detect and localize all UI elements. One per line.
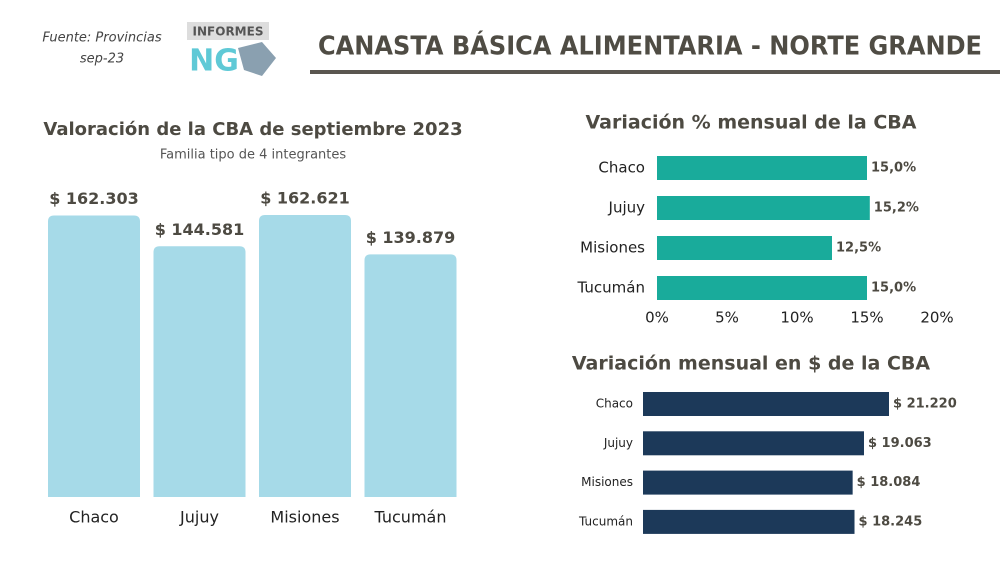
- bar: [657, 236, 832, 260]
- value-label: 15,2%: [874, 201, 919, 216]
- page-title: CANASTA BÁSICA ALIMENTARIA - NORTE GRAND…: [318, 30, 982, 62]
- bar: [364, 254, 457, 497]
- category-label: Tucumán: [577, 279, 645, 297]
- category-label: Misiones: [581, 475, 633, 489]
- value-label: $ 18.245: [859, 514, 923, 529]
- value-label: $ 144.581: [155, 220, 245, 239]
- bar: [153, 246, 246, 497]
- bar: [643, 431, 864, 456]
- category-label: Jujuy: [608, 199, 646, 217]
- value-label: $ 18.084: [857, 475, 921, 490]
- logo-top: INFORMES: [193, 25, 264, 39]
- value-label: 15,0%: [871, 281, 916, 296]
- source: Fuente: Provincias: [42, 31, 161, 46]
- x-tick-label: 15%: [850, 309, 883, 327]
- category-label: Chaco: [598, 159, 645, 177]
- value-label: $ 162.303: [49, 189, 139, 208]
- bar: [643, 509, 855, 534]
- x-tick-label: 0%: [645, 309, 669, 327]
- bar: [643, 392, 889, 416]
- value-label: 15,0%: [871, 161, 916, 176]
- category-label: Tucumán: [578, 514, 633, 528]
- bar: [259, 215, 351, 497]
- chart-title: Variación mensual en $ de la CBA: [572, 353, 930, 375]
- x-tick-label: 5%: [715, 309, 739, 327]
- x-tick-label: 10%: [780, 309, 813, 327]
- value-label: $ 19.063: [868, 436, 932, 451]
- category-label: Jujuy: [179, 508, 219, 527]
- bar: [48, 215, 140, 497]
- logo-main: NG: [189, 44, 239, 79]
- x-tick-label: 20%: [920, 309, 953, 327]
- logo-band: [187, 22, 269, 40]
- title-rule: [310, 70, 1000, 74]
- bar: [657, 196, 870, 220]
- bar: [657, 156, 867, 180]
- category-label: Tucumán: [374, 508, 447, 527]
- value-label: $ 21.220: [893, 397, 957, 412]
- bar: [643, 470, 853, 495]
- value-label: $ 139.879: [366, 228, 456, 247]
- category-label: Chaco: [69, 508, 119, 527]
- date: sep-23: [80, 52, 124, 67]
- value-label: 12,5%: [836, 241, 881, 256]
- category-label: Misiones: [580, 239, 645, 257]
- category-label: Jujuy: [603, 436, 633, 450]
- logo: INFORMES NG: [187, 22, 276, 79]
- logo-map: [238, 42, 276, 76]
- bar: [657, 276, 867, 300]
- chart-subtitle: Familia tipo de 4 integrantes: [160, 148, 347, 163]
- value-label: $ 162.621: [260, 189, 350, 208]
- chart-title: Valoración de la CBA de septiembre 2023: [43, 119, 462, 140]
- chart-title: Variación % mensual de la CBA: [586, 112, 917, 134]
- category-label: Chaco: [596, 397, 633, 411]
- category-label: Misiones: [270, 508, 339, 527]
